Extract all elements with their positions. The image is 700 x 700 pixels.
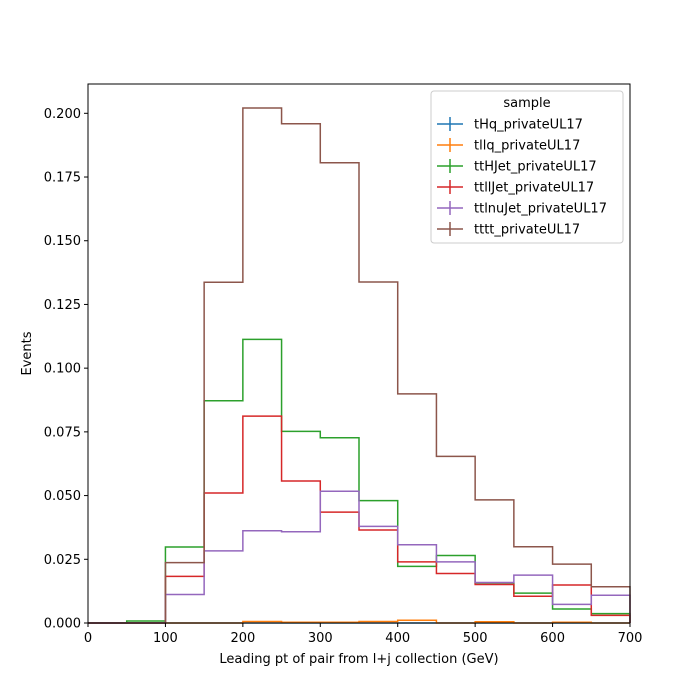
legend-title: sample (503, 96, 550, 111)
y-tick-label-0: 0.000 (44, 617, 81, 632)
x-tick-label-4: 400 (385, 631, 410, 646)
y-tick-label-3: 0.075 (44, 425, 81, 440)
x-tick-label-3: 300 (308, 631, 333, 646)
legend-label: ttHJet_privateUL17 (474, 160, 597, 175)
x-axis-title: Leading pt of pair from l+j collection (… (219, 652, 498, 667)
legend-item-3: ttllJet_privateUL17 (437, 180, 594, 196)
y-tick-label-6: 0.150 (44, 234, 81, 249)
x-tick-label-7: 700 (618, 631, 643, 646)
series-line-5 (88, 107, 631, 624)
y-axis-title: Events (20, 331, 35, 375)
x-tick-label-0: 0 (84, 631, 92, 646)
legend-label: ttlnuJet_privateUL17 (474, 202, 607, 217)
y-tick-label-1: 0.025 (44, 553, 81, 568)
legend-item-1: tllq_privateUL17 (437, 138, 580, 154)
y-tick-label-5: 0.125 (44, 298, 81, 313)
legend-item-2: ttHJet_privateUL17 (437, 159, 597, 175)
legend-label: tHq_privateUL17 (474, 118, 583, 133)
legend-item-5: tttt_privateUL17 (437, 222, 580, 238)
x-tick-label-5: 500 (463, 631, 488, 646)
y-axis: 0.000 0.025 0.050 0.075 0.100 0.125 0.150 0.175… (44, 107, 88, 632)
y-tick-label-2: 0.050 (44, 489, 81, 504)
x-tick-label-2: 200 (230, 631, 255, 646)
x-tick-label-1: 100 (153, 631, 178, 646)
legend-item-0: tHq_privateUL17 (437, 117, 583, 133)
y-tick-label-7: 0.175 (44, 171, 81, 186)
legend-label: ttllJet_privateUL17 (474, 181, 594, 196)
legend-box (430, 90, 624, 244)
legend-label: tttt_privateUL17 (474, 223, 580, 238)
x-axis: 0 100 200 300 400 500 600 700 (84, 623, 643, 646)
legend-item-4: ttlnuJet_privateUL17 (437, 201, 607, 217)
y-tick-label-4: 0.100 (44, 362, 81, 377)
legend-items: tHq_privateUL17 tllq_privateUL17 ttHJet_pr… (437, 117, 607, 238)
legend: sample tHq_privateUL17 tllq_privateUL17tt… (430, 90, 624, 244)
x-tick-label-6: 600 (540, 631, 565, 646)
y-tick-label-8: 0.200 (44, 107, 81, 122)
series-line-4 (88, 490, 631, 624)
series-line-2 (88, 338, 631, 624)
plot-frame (87, 83, 631, 624)
legend-label: tllq_privateUL17 (474, 139, 580, 154)
